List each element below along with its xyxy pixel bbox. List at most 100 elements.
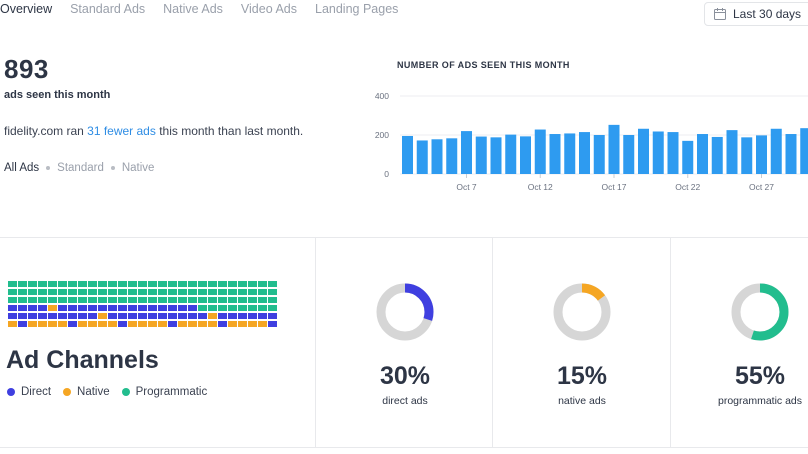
waffle-cell xyxy=(208,313,217,319)
waffle-cell xyxy=(128,281,137,287)
bar[interactable] xyxy=(505,134,517,174)
bar[interactable] xyxy=(800,128,808,174)
date-range-button[interactable]: Last 30 days xyxy=(704,2,808,26)
waffle-cell xyxy=(68,321,77,327)
bar[interactable] xyxy=(564,133,576,174)
waffle-cell xyxy=(248,281,257,287)
waffle-cell xyxy=(88,321,97,327)
bar[interactable] xyxy=(697,134,708,174)
waffle-cell xyxy=(238,313,247,319)
waffle-cell xyxy=(178,305,187,311)
native-ads-percent: 15% xyxy=(556,362,608,390)
waffle-cell xyxy=(138,281,147,287)
waffle-cell xyxy=(118,281,127,287)
bar[interactable] xyxy=(431,139,443,174)
waffle-cell xyxy=(268,281,277,287)
waffle-cell xyxy=(78,305,87,311)
tab-native-ads[interactable]: Native Ads xyxy=(163,2,223,16)
bar[interactable] xyxy=(652,131,664,174)
waffle-cell xyxy=(158,313,167,319)
filter-all-ads[interactable]: All Ads xyxy=(4,162,40,174)
waffle-cell xyxy=(118,289,127,295)
bar[interactable] xyxy=(726,130,738,174)
filter-standard[interactable]: Standard xyxy=(57,162,104,174)
waffle-cell xyxy=(128,321,137,327)
bar[interactable] xyxy=(549,134,561,174)
tab-overview[interactable]: Overview xyxy=(0,2,53,16)
waffle-cell xyxy=(48,305,57,311)
waffle-cell xyxy=(8,281,17,287)
waffle-cell xyxy=(248,305,257,311)
section-divider xyxy=(0,237,808,238)
waffle-cell xyxy=(28,305,37,311)
filter-native[interactable]: Native xyxy=(121,162,155,174)
tab-landing-pages[interactable]: Landing Pages xyxy=(315,2,399,16)
waffle-cell xyxy=(208,281,217,287)
waffle-cell xyxy=(188,313,197,319)
bar[interactable] xyxy=(770,128,782,174)
programmatic-ads-card: 55% programmatic ads xyxy=(671,238,808,447)
bar[interactable] xyxy=(520,136,531,174)
waffle-cell xyxy=(48,313,57,319)
bar[interactable] xyxy=(638,128,649,174)
bar[interactable] xyxy=(711,136,723,174)
waffle-cell xyxy=(178,289,187,295)
waffle-cell xyxy=(138,297,147,303)
direct-ads-percent: 30% xyxy=(379,362,431,390)
legend-native: Native xyxy=(63,386,110,398)
bar[interactable] xyxy=(461,131,472,174)
waffle-cell xyxy=(8,321,17,327)
waffle-cell xyxy=(78,313,87,319)
y-tick-label: 200 xyxy=(375,130,389,140)
waffle-cell xyxy=(258,297,267,303)
waffle-cell xyxy=(268,305,277,311)
comparison-highlight: 31 fewer ads xyxy=(87,124,156,138)
x-tick-label: Oct 12 xyxy=(528,182,553,192)
waffle-cell xyxy=(198,321,207,327)
waffle-cell xyxy=(188,281,197,287)
channels-legend: Direct Native Programmatic xyxy=(7,386,219,398)
donut-segment xyxy=(731,283,789,341)
bar[interactable] xyxy=(475,136,487,174)
waffle-cell xyxy=(98,321,107,327)
bar[interactable] xyxy=(402,135,413,174)
waffle-cell xyxy=(168,289,177,295)
legend-swatch xyxy=(7,388,15,396)
bar[interactable] xyxy=(416,140,428,174)
legend-label: Native xyxy=(77,386,110,398)
waffle-cell xyxy=(58,297,67,303)
bar[interactable] xyxy=(756,135,767,174)
bar[interactable] xyxy=(490,137,502,174)
waffle-cell xyxy=(38,305,47,311)
bar[interactable] xyxy=(608,124,620,174)
bar[interactable] xyxy=(741,137,753,174)
waffle-cell xyxy=(148,313,157,319)
waffle-cell xyxy=(118,321,127,327)
waffle-cell xyxy=(158,305,167,311)
date-range-label: Last 30 days xyxy=(733,7,802,21)
bar[interactable] xyxy=(785,134,797,174)
x-tick-label: Oct 22 xyxy=(675,182,700,192)
waffle-cell xyxy=(18,297,27,303)
bar[interactable] xyxy=(446,138,458,174)
bar[interactable] xyxy=(682,140,694,174)
native-ads-card: 15% native ads xyxy=(493,238,671,447)
waffle-cell xyxy=(168,297,177,303)
tab-standard-ads[interactable]: Standard Ads xyxy=(70,2,146,16)
tab-video-ads[interactable]: Video Ads xyxy=(240,2,297,16)
waffle-cell xyxy=(28,281,37,287)
waffle-cell xyxy=(38,289,47,295)
direct-ads-card: 30% direct ads xyxy=(316,238,494,447)
waffle-cell xyxy=(178,297,187,303)
waffle-cell xyxy=(48,281,57,287)
comparison-suffix: this month than last month. xyxy=(155,124,304,138)
bar[interactable] xyxy=(623,135,635,174)
waffle-cell xyxy=(158,289,167,295)
legend-direct: Direct xyxy=(7,386,51,398)
bar[interactable] xyxy=(534,129,546,174)
waffle-cell xyxy=(228,297,237,303)
bar[interactable] xyxy=(579,132,590,174)
waffle-cell xyxy=(118,313,127,319)
bar[interactable] xyxy=(593,135,605,174)
bar[interactable] xyxy=(667,132,679,174)
